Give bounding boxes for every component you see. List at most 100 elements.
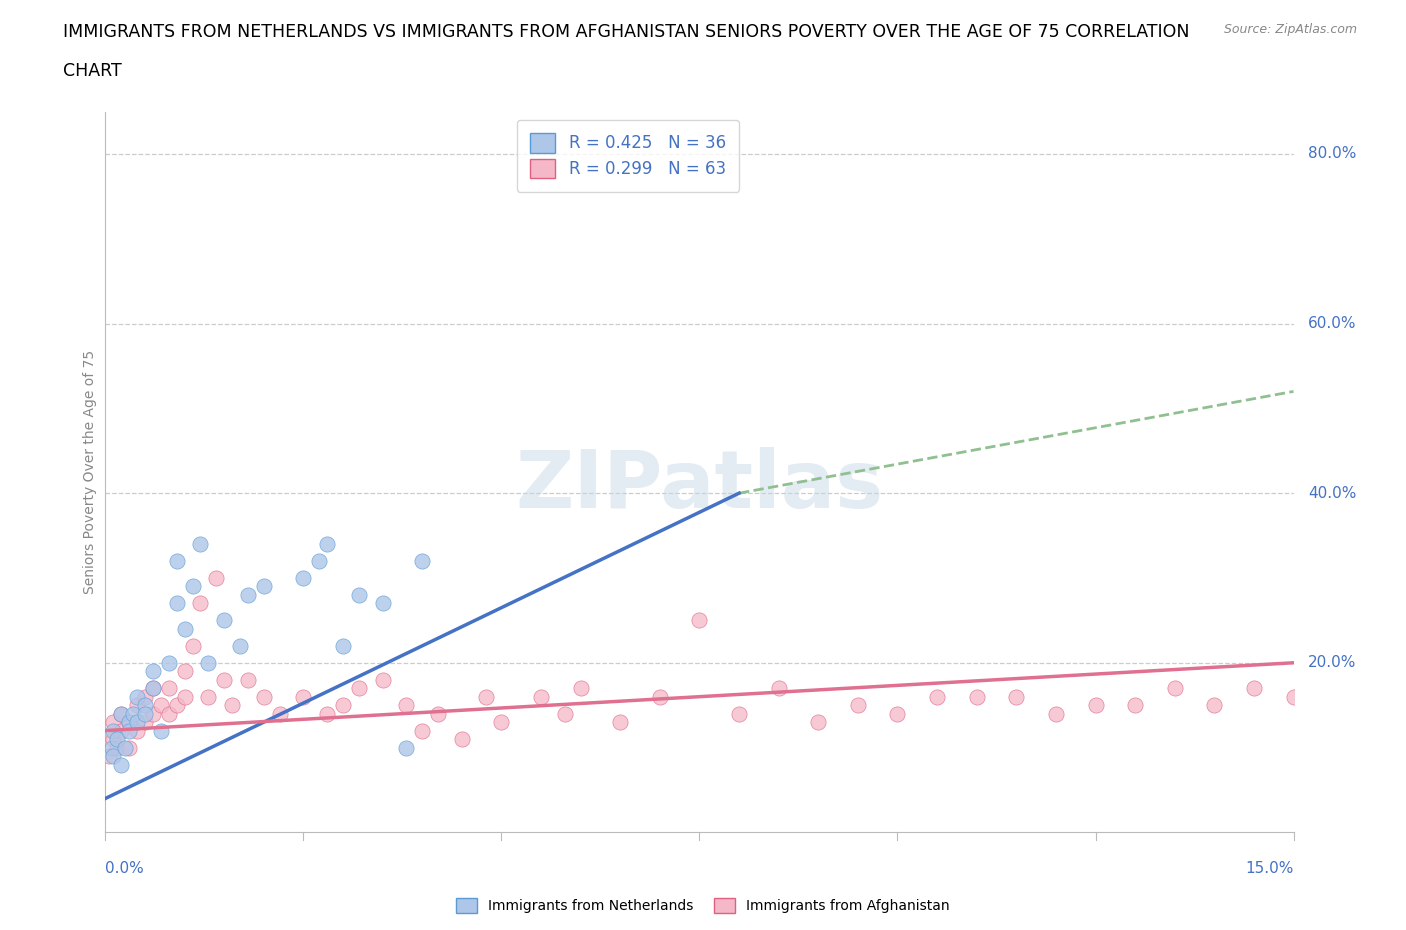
Point [1243,681,1265,696]
Point [190,537,212,551]
Point [127,689,149,704]
Text: 15.0%: 15.0% [1246,861,1294,876]
Point [1282,689,1305,704]
Point [569,681,592,696]
Text: 20.0%: 20.0% [1308,656,1357,671]
Point [1123,698,1146,712]
Text: CHART: CHART [63,62,122,80]
Point [105,740,128,755]
Point [886,706,908,721]
Y-axis label: Seniors Poverty Over the Age of 75: Seniors Poverty Over the Age of 75 [83,350,97,594]
Point [689,613,711,628]
Point [98,749,121,764]
Point [1361,664,1384,679]
Text: 40.0%: 40.0% [1308,485,1357,500]
Point [846,698,869,712]
Point [190,596,212,611]
Point [149,698,172,712]
Point [118,714,141,729]
Point [427,706,450,721]
Point [229,638,252,653]
Point [450,732,472,747]
Point [411,553,433,568]
Point [103,749,125,764]
Point [347,588,370,603]
Point [648,689,671,704]
Point [1005,689,1028,704]
Point [127,724,149,738]
Point [103,724,125,738]
Point [554,706,576,721]
Point [197,689,219,704]
Point [1322,681,1344,696]
Point [347,681,370,696]
Point [157,706,180,721]
Text: IMMIGRANTS FROM NETHERLANDS VS IMMIGRANTS FROM AFGHANISTAN SENIORS POVERTY OVER : IMMIGRANTS FROM NETHERLANDS VS IMMIGRANT… [63,23,1189,41]
Point [292,689,315,704]
Point [1204,698,1226,712]
Point [118,740,141,755]
Point [181,579,204,594]
Point [474,689,496,704]
Point [103,732,125,747]
Point [1164,681,1187,696]
Point [142,664,165,679]
Point [110,757,132,772]
Point [292,570,315,585]
Point [157,656,180,671]
Text: ZIPatlas: ZIPatlas [516,447,883,525]
Text: Source: ZipAtlas.com: Source: ZipAtlas.com [1223,23,1357,36]
Point [925,689,948,704]
Point [214,672,236,687]
Legend: Immigrants from Netherlands, Immigrants from Afghanistan: Immigrants from Netherlands, Immigrants … [450,892,956,919]
Point [173,621,195,636]
Point [149,724,172,738]
Point [214,613,236,628]
Point [728,706,751,721]
Point [103,714,125,729]
Point [308,553,330,568]
Text: 80.0%: 80.0% [1308,147,1357,162]
Point [134,698,156,712]
Point [236,672,259,687]
Point [118,714,141,729]
Point [807,714,830,729]
Point [173,689,195,704]
Point [110,706,132,721]
Point [173,664,195,679]
Point [142,681,165,696]
Point [530,689,553,704]
Point [332,698,354,712]
Point [395,740,418,755]
Point [127,714,149,729]
Point [768,681,790,696]
Point [332,638,354,653]
Point [166,596,188,611]
Point [316,706,339,721]
Point [316,537,339,551]
Point [181,638,204,653]
Point [966,689,988,704]
Point [197,656,219,671]
Text: 0.0%: 0.0% [105,861,145,876]
Point [411,724,433,738]
Point [371,596,394,611]
Point [134,714,156,729]
Legend: R = 0.425   N = 36, R = 0.299   N = 63: R = 0.425 N = 36, R = 0.299 N = 63 [517,120,740,192]
Point [269,706,291,721]
Point [127,698,149,712]
Point [105,732,128,747]
Point [609,714,631,729]
Point [110,724,132,738]
Point [205,570,228,585]
Point [114,740,136,755]
Point [1045,706,1067,721]
Point [157,681,180,696]
Point [1084,698,1107,712]
Point [166,553,188,568]
Point [166,698,188,712]
Text: 60.0%: 60.0% [1308,316,1357,331]
Point [221,698,243,712]
Point [253,579,276,594]
Point [118,724,141,738]
